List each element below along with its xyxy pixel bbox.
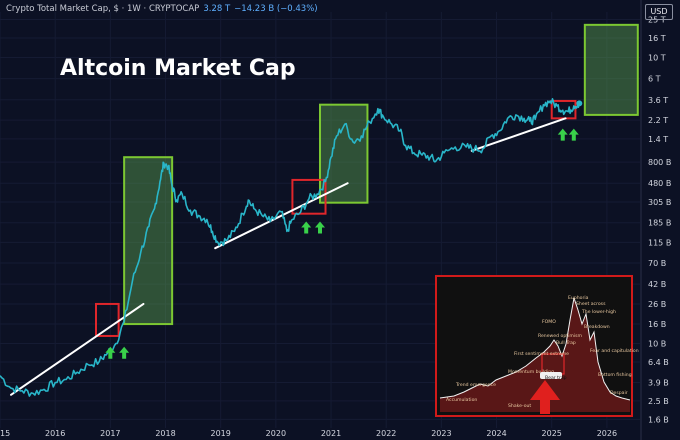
inset-phase-label: Fear and capitulation xyxy=(590,348,639,354)
trendlines xyxy=(10,117,567,396)
inset-phase-label: Breakdown xyxy=(584,324,610,330)
y-tick-label: 16 T xyxy=(648,34,666,43)
y-tick-label: 1.4 T xyxy=(648,135,668,144)
y-tick-label: 6.4 B xyxy=(648,358,669,367)
inset-phase-label: FOMO xyxy=(542,319,556,325)
inset-phase-label: Momentum building xyxy=(508,369,554,375)
x-tick-label: 2019 xyxy=(211,429,231,438)
x-tick-label: 2016 xyxy=(45,429,65,438)
y-tick-label: 2.5 B xyxy=(648,397,669,406)
x-tick-label: 2024 xyxy=(486,429,506,438)
y-tick-label: 3.6 T xyxy=(648,96,668,105)
series-line xyxy=(0,98,581,397)
up-arrow xyxy=(301,221,312,234)
inset-phase-label: Despair xyxy=(610,390,628,396)
inset-phase-label: Bottom fishing xyxy=(598,372,632,378)
last-price-dot xyxy=(576,100,583,107)
x-tick-label: 2022 xyxy=(376,429,396,438)
inset-red-arrow xyxy=(530,380,560,414)
x-tick-label: 2025 xyxy=(542,429,562,438)
x-tick-label: 2023 xyxy=(431,429,451,438)
inset-phase-label: Trend emergence xyxy=(455,382,496,388)
chart-title: Altcoin Market Cap xyxy=(60,56,296,81)
highlight-boxes xyxy=(95,23,639,337)
y-tick-label: 16 B xyxy=(648,320,666,329)
x-tick-label: 2026 xyxy=(597,429,617,438)
price-series xyxy=(0,98,583,397)
y-tick-label: 800 B xyxy=(648,158,671,167)
inset-phase-label: Accumulation xyxy=(446,397,477,403)
inset-bear-trap-pill xyxy=(540,372,562,379)
trendline xyxy=(470,117,567,152)
y-tick-label: 26 B xyxy=(648,300,666,309)
target-box xyxy=(583,23,639,116)
y-axis: 25 T 16 T 10 T 6 T 3.6 T 2.2 T 1.4 T 800 B 480 B… xyxy=(640,0,671,440)
inset-phase-label: Shake-out xyxy=(508,403,531,409)
symbol-header: Crypto Total Market Cap, $ · 1W · CRYPTO… xyxy=(6,4,318,18)
price-change: −14.23 B (−0.43%) xyxy=(234,4,318,14)
symbol-label: Crypto Total Market Cap, $ · 1W · CRYPTO… xyxy=(6,4,200,14)
inset-curve xyxy=(439,297,631,401)
target-box xyxy=(319,103,369,204)
x-tick-label: 2015 xyxy=(0,429,10,438)
trendline xyxy=(214,182,349,250)
target-box xyxy=(123,156,174,326)
up-arrow xyxy=(557,128,568,141)
y-tick-label: 70 B xyxy=(648,259,666,268)
x-tick-label: 2020 xyxy=(266,429,286,438)
y-tick-label: 10 B xyxy=(648,340,666,349)
inset-phase-label: Euphoria xyxy=(568,295,589,301)
breakout-box xyxy=(291,178,327,215)
y-tick-label: 3.9 B xyxy=(648,379,669,388)
currency-button[interactable]: USD xyxy=(645,4,673,20)
inset-phase-label: Sheet across xyxy=(576,301,606,307)
y-tick-label: 2.2 T xyxy=(648,116,668,125)
inset-phase-label: Bull Trap xyxy=(556,340,576,346)
breakout-arrows xyxy=(105,128,579,359)
breakout-box xyxy=(95,302,120,337)
inset-phase-label: First sentiment extreme xyxy=(514,351,569,357)
up-arrow xyxy=(119,346,130,359)
y-tick-label: 25 T xyxy=(648,16,666,25)
x-tick-label: 2021 xyxy=(321,429,341,438)
trendline xyxy=(10,302,145,396)
up-arrow xyxy=(315,221,325,234)
y-tick-label: 1.6 B xyxy=(648,415,669,424)
up-arrow xyxy=(105,346,116,359)
inset-phase-label: Renewed optimism xyxy=(538,333,582,339)
y-tick-label: 6 T xyxy=(648,75,661,84)
y-tick-label: 480 B xyxy=(648,179,671,188)
inset-phase-label: The lower-high xyxy=(581,309,616,315)
y-tick-label: 305 B xyxy=(648,198,671,207)
y-tick-label: 10 T xyxy=(648,53,666,62)
x-tick-label: 2017 xyxy=(100,429,120,438)
inset-area xyxy=(440,298,630,412)
price-value: 3.28 T xyxy=(203,4,231,14)
y-tick-label: 115 B xyxy=(648,238,671,247)
x-axis: 2015 2016 2017 2018 2019 2020 2021 2022 2023 2024… xyxy=(0,429,617,438)
y-tick-label: 185 B xyxy=(648,219,671,228)
y-tick-label: 42 B xyxy=(648,280,666,289)
inset-phase-label: Bear trap xyxy=(545,375,567,381)
x-tick-label: 2018 xyxy=(155,429,175,438)
up-arrow xyxy=(568,128,579,141)
